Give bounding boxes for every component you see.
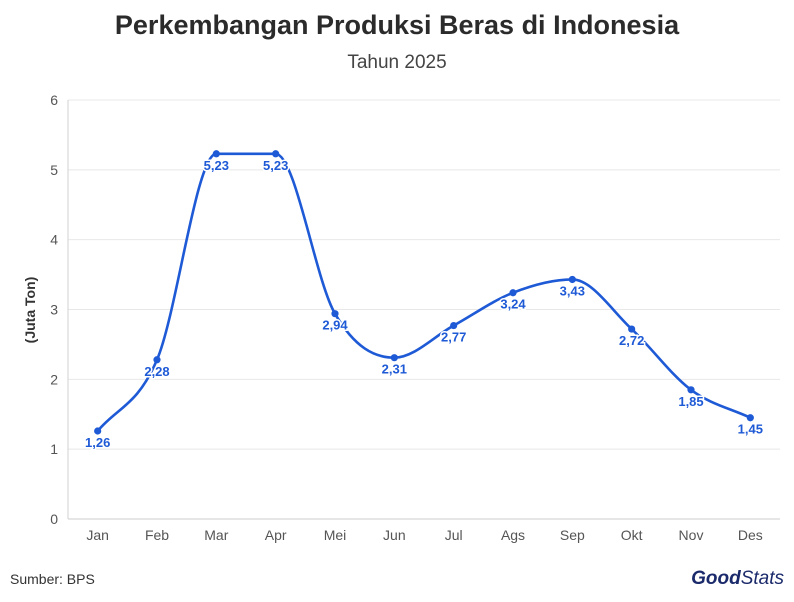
grid-lines xyxy=(67,99,780,520)
data-point xyxy=(390,354,398,362)
y-axis-label: (Juta Ton) xyxy=(22,277,38,344)
y-tick-label: 1 xyxy=(50,441,58,457)
x-tick-label: Jan xyxy=(86,527,109,543)
data-label: 1,45 xyxy=(738,422,763,437)
x-tick-label: Nov xyxy=(679,527,704,543)
y-tick-label: 6 xyxy=(50,92,58,108)
chart-title: Perkembangan Produksi Beras di Indonesia xyxy=(114,10,680,40)
data-label: 2,77 xyxy=(441,330,466,345)
data-point xyxy=(746,414,754,422)
data-label: 1,85 xyxy=(678,394,703,409)
x-tick-label: Ags xyxy=(501,527,525,543)
data-point xyxy=(509,289,517,297)
x-tick-label: Apr xyxy=(265,527,287,543)
x-axis-ticks: Jan Feb Mar Apr Mei Jun Jul Ags Sep Okt Nov Des xyxy=(86,527,762,543)
x-tick-label: Sep xyxy=(560,527,585,543)
data-label: 3,43 xyxy=(560,283,585,298)
data-point xyxy=(568,275,576,284)
y-tick-label: 2 xyxy=(50,371,58,387)
x-tick-label: Jul xyxy=(445,527,463,543)
data-point xyxy=(212,150,220,158)
data-label: 2,72 xyxy=(619,333,644,348)
data-point xyxy=(153,356,161,364)
data-label: 5,23 xyxy=(263,158,288,173)
data-label: 2,28 xyxy=(144,364,169,379)
y-tick-label: 5 xyxy=(50,162,58,178)
data-point xyxy=(331,310,339,318)
source-note: Sumber: BPS xyxy=(10,571,95,587)
brand-logo: GoodStats xyxy=(691,568,784,590)
data-point xyxy=(628,325,636,333)
x-tick-label: Des xyxy=(738,527,763,543)
data-label: 2,31 xyxy=(382,362,407,377)
x-tick-label: Feb xyxy=(145,527,169,543)
data-points xyxy=(94,150,754,435)
data-point xyxy=(272,150,280,158)
y-tick-label: 0 xyxy=(50,511,58,527)
data-label: 1,26 xyxy=(85,435,110,450)
data-point xyxy=(687,386,695,394)
data-label: 3,24 xyxy=(500,297,526,312)
chart-subtitle: Tahun 2025 xyxy=(347,52,447,73)
data-label: 2,94 xyxy=(322,318,348,333)
brand-part1: Good xyxy=(691,568,741,589)
data-point xyxy=(450,321,458,330)
y-axis-ticks: 0 1 2 3 4 5 6 xyxy=(50,92,58,527)
y-tick-label: 3 xyxy=(50,302,58,318)
series-line xyxy=(96,152,751,432)
x-tick-label: Mar xyxy=(204,527,228,543)
brand-part2: Stats xyxy=(740,568,784,589)
x-tick-label: Jun xyxy=(383,527,406,543)
x-tick-label: Okt xyxy=(621,527,643,543)
data-point xyxy=(94,427,102,435)
x-tick-label: Mei xyxy=(324,527,347,543)
data-labels: 1,26 2,28 5,23 5,23 2,94 2,31 2,77 3,24 3,43 2,72… xyxy=(84,156,765,451)
data-label: 5,23 xyxy=(204,158,229,173)
y-tick-label: 4 xyxy=(50,232,58,248)
